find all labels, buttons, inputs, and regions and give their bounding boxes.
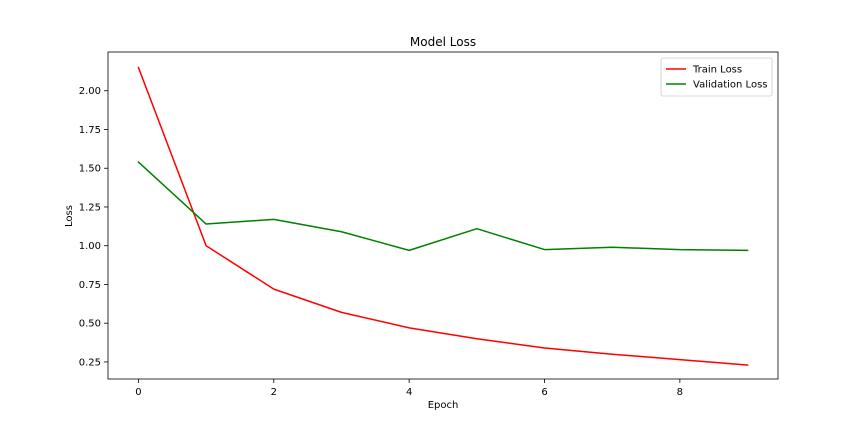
legend: Train Loss Validation Loss <box>660 57 773 97</box>
x-tick-label: 6 <box>541 387 547 398</box>
y-tick-label: 2.00 <box>79 86 101 97</box>
x-tick-label: 4 <box>406 387 412 398</box>
chart-title: Model Loss <box>410 35 476 49</box>
y-tick-label: 0.50 <box>79 319 101 330</box>
legend-label-train-loss: Train Loss <box>692 65 742 76</box>
plot-background <box>108 52 778 379</box>
y-tick-label: 1.75 <box>79 125 101 136</box>
y-tick-label: 0.25 <box>79 357 101 368</box>
y-tick-label: 1.50 <box>79 164 101 175</box>
y-axis-label: Loss <box>64 205 75 227</box>
y-tick-label: 1.00 <box>79 241 101 252</box>
series-line-train-loss <box>137 66 749 366</box>
axes-layer: 0 2 4 6 8 0.25 0.50 0.75 1.00 1.25 1.50 1.75 2.00 <box>79 51 779 398</box>
y-tick-label: 1.25 <box>79 202 101 213</box>
plot-frame <box>107 51 779 380</box>
x-tick-label: 8 <box>677 387 683 398</box>
x-tick-label: 2 <box>271 387 277 398</box>
series-layer <box>137 66 749 366</box>
legend-box <box>660 57 773 97</box>
y-tick-label: 0.75 <box>79 280 101 291</box>
plot-area <box>108 52 778 379</box>
series-line-validation-loss <box>137 160 749 252</box>
legend-label-validation-loss: Validation Loss <box>693 80 768 91</box>
x-axis-label: Epoch <box>428 400 459 411</box>
x-tick-label: 0 <box>135 387 141 398</box>
